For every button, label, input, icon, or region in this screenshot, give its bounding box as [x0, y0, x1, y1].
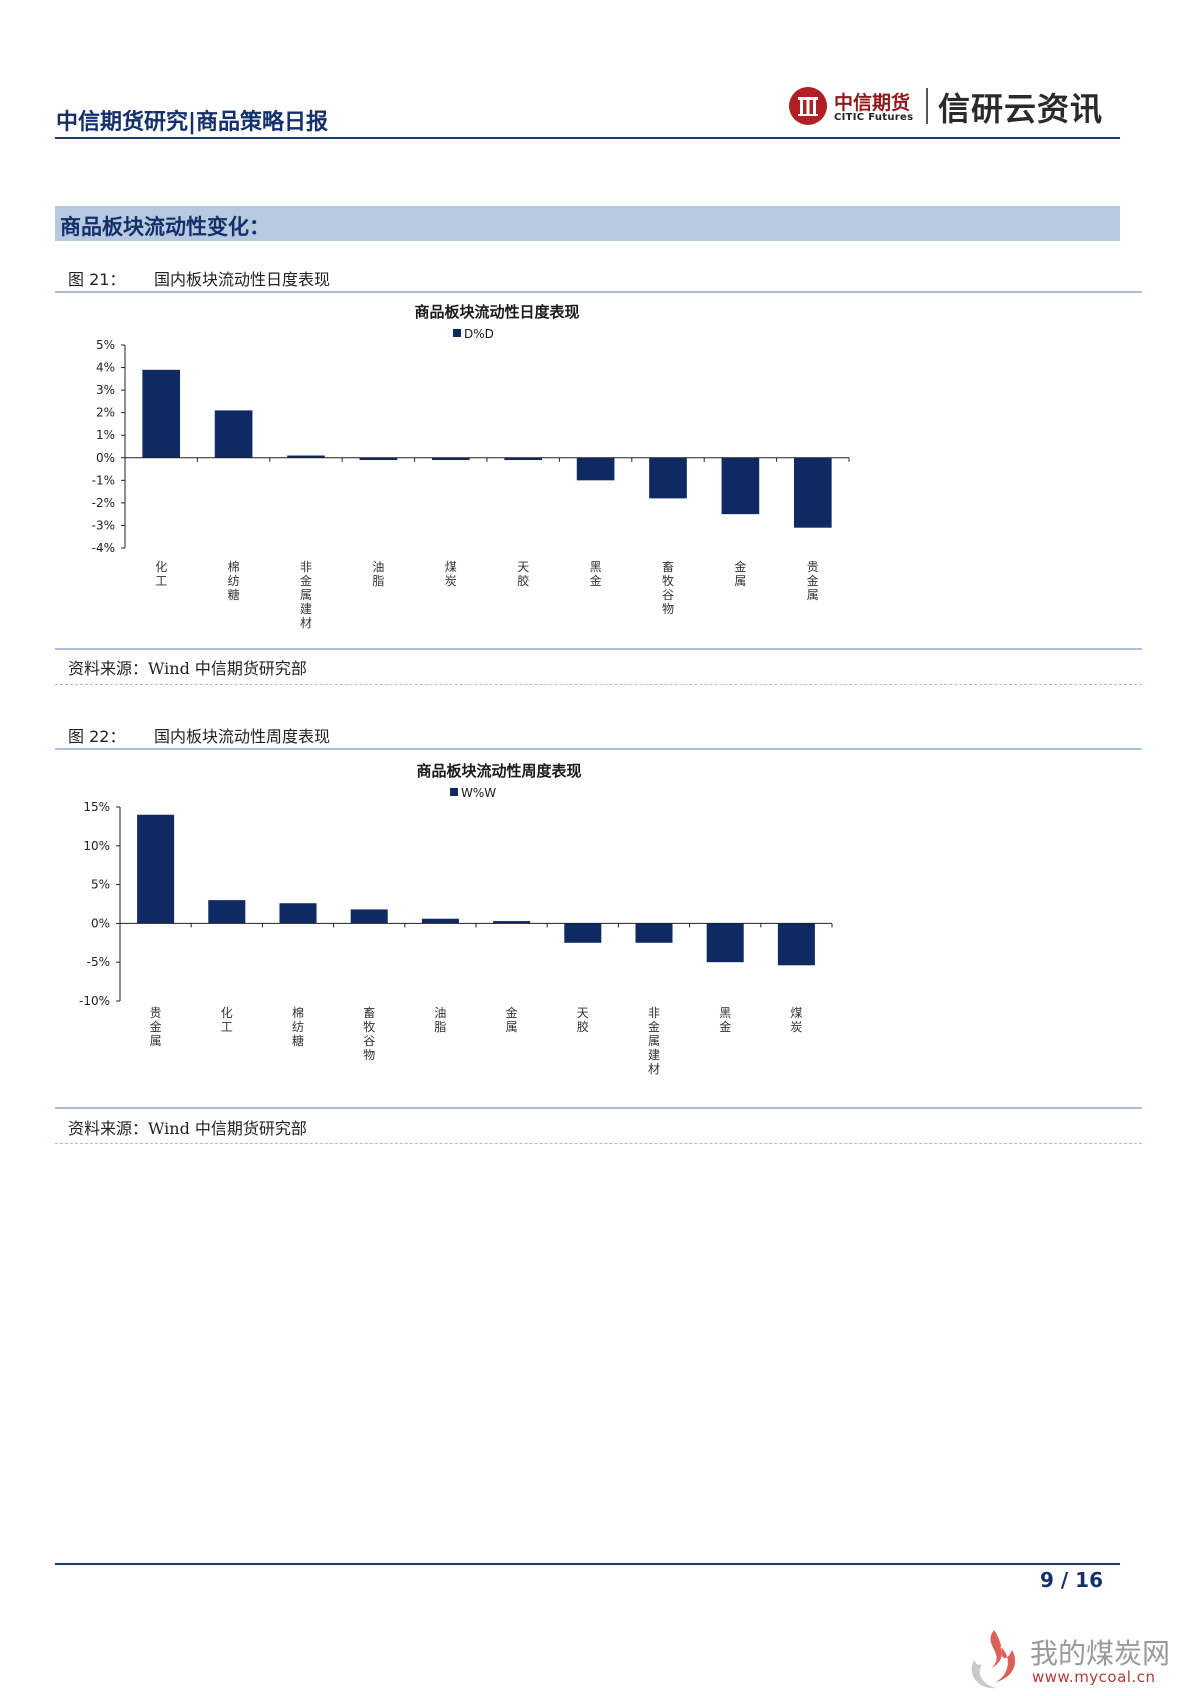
y-tick-label: 0%: [91, 916, 110, 930]
x-category-label: 天胶: [517, 560, 529, 588]
figure-21-source-rule: [55, 684, 1142, 685]
bar: [142, 369, 181, 458]
report-header-title: 中信期货研究|商品策略日报: [56, 110, 329, 135]
bar: [431, 457, 470, 461]
daily-liquidity-chart: 商品板块流动性日度表现 D%D 5% 4% 3% 2% 1% 0% -1% -2% -3% -4% 化工…: [92, 303, 850, 630]
watermark: 我的煤炭网 www.mycoal.cn: [958, 1624, 1188, 1696]
legend-label: W%W: [461, 786, 496, 800]
figure-21-source: 资料来源：Wind 中信期货研究部: [68, 659, 307, 678]
legend-label: D%D: [464, 327, 494, 341]
logo-divider: [926, 88, 928, 124]
y-tick-label: -1%: [92, 473, 115, 487]
y-tick-label: 4%: [96, 361, 115, 375]
legend-swatch: [450, 788, 458, 796]
figure-22-top-rule: [55, 748, 1142, 750]
page-number: 9 / 16: [1040, 1568, 1103, 1592]
bar: [421, 918, 459, 924]
x-category-label: 天胶: [577, 1006, 589, 1034]
bar: [214, 410, 253, 458]
bar: [706, 923, 744, 963]
x-category-label: 黑金: [590, 560, 602, 588]
x-category-label: 黑金: [719, 1006, 731, 1034]
x-category-label: 化工: [221, 1006, 233, 1034]
figure-21-bottom-rule: [55, 648, 1142, 650]
chart-title: 商品板块流动性日度表现: [414, 303, 579, 321]
brand-name: 信研云资讯: [938, 90, 1104, 128]
x-category-label: 油脂: [434, 1006, 446, 1034]
y-tick-label: 2%: [96, 406, 115, 420]
x-category-label: 非金属建材: [648, 1006, 660, 1076]
bar: [564, 923, 602, 943]
logo-english-name: CITIC Futures: [834, 112, 914, 123]
y-tick-label: 0%: [96, 451, 115, 465]
x-category-label: 棉纺糖: [292, 1006, 304, 1048]
watermark-url: www.mycoal.cn: [1032, 1668, 1156, 1686]
x-category-label: 金属: [506, 1005, 518, 1034]
bar: [504, 457, 543, 461]
figure-21-caption: 图 21： 国内板块流动性日度表现: [68, 266, 330, 290]
bar: [493, 921, 531, 924]
y-tick-label: -2%: [92, 496, 115, 510]
y-tick-label: 10%: [83, 839, 110, 853]
bar: [721, 457, 760, 515]
figure-22-source: 资料来源：Wind 中信期货研究部: [68, 1119, 307, 1138]
y-tick-label: -10%: [79, 994, 110, 1008]
bar: [137, 814, 175, 924]
bar: [635, 923, 673, 943]
company-logo: 中信期货 CITIC Futures 信研云资讯: [788, 84, 1128, 132]
figure-22-caption: 图 22： 国内板块流动性周度表现: [68, 723, 330, 747]
watermark-text: 我的煤炭网: [1030, 1637, 1171, 1670]
y-tick-label: 5%: [96, 338, 115, 352]
y-tick-label: 3%: [96, 383, 115, 397]
x-category-label: 贵金属: [150, 1006, 162, 1048]
logo-chinese-name: 中信期货: [834, 92, 911, 114]
chart-title: 商品板块流动性周度表现: [416, 762, 581, 780]
bar: [287, 455, 325, 458]
x-category-label: 油脂: [372, 560, 384, 588]
section-heading-band: [55, 206, 1120, 241]
y-tick-label: -3%: [92, 518, 115, 532]
x-category-label: 贵金属: [807, 560, 819, 602]
figure-title: 国内板块流动性日度表现: [154, 270, 331, 289]
bar: [208, 900, 246, 924]
weekly-liquidity-chart: 商品板块流动性周度表现 W%W 15% 10% 5% 0% -5% -10% 贵金属 化工 棉纺糖 畜…: [79, 762, 833, 1076]
bar: [777, 923, 815, 966]
x-category-label: 畜牧谷物: [662, 559, 674, 616]
figure-22-bottom-rule: [55, 1107, 1142, 1109]
x-category-label: 煤炭: [445, 560, 457, 588]
citic-logo-icon: [789, 87, 827, 125]
footer-divider: [55, 1563, 1120, 1565]
x-category-label: 棉纺糖: [228, 560, 240, 602]
figure-number: 图 21：: [68, 270, 126, 289]
flame-logo-icon: [971, 1630, 1016, 1689]
header-divider: [55, 137, 1120, 139]
figure-number: 图 22：: [68, 727, 126, 746]
y-tick-label: 15%: [83, 800, 110, 814]
x-category-label: 畜牧谷物: [363, 1005, 375, 1062]
y-tick-label: -5%: [87, 955, 110, 969]
figure-title: 国内板块流动性周度表现: [154, 727, 331, 746]
figure-22-source-rule: [55, 1143, 1142, 1144]
legend-swatch: [453, 329, 461, 337]
x-category-label: 金属: [734, 559, 746, 588]
x-category-label: 化工: [155, 560, 167, 588]
x-category-label: 非金属建材: [300, 560, 312, 630]
bar: [793, 457, 832, 528]
bar: [279, 903, 317, 924]
bar: [649, 457, 687, 499]
figure-21-top-rule: [55, 291, 1142, 293]
y-tick-label: 5%: [91, 878, 110, 892]
bar: [359, 457, 398, 461]
bar: [576, 457, 615, 481]
y-tick-label: -4%: [92, 541, 115, 555]
x-category-label: 煤炭: [790, 1006, 802, 1034]
section-heading: 商品板块流动性变化：: [60, 215, 270, 239]
y-tick-label: 1%: [96, 428, 115, 442]
bar: [350, 909, 388, 924]
